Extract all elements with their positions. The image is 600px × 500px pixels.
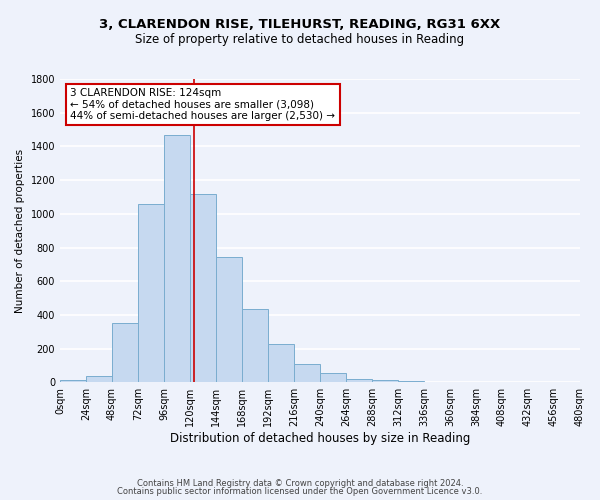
Bar — [112, 324, 137, 382]
Bar — [320, 373, 346, 382]
Bar — [346, 379, 371, 382]
Bar — [295, 364, 320, 382]
Bar — [217, 257, 242, 382]
X-axis label: Distribution of detached houses by size in Reading: Distribution of detached houses by size … — [170, 432, 470, 445]
Text: Contains public sector information licensed under the Open Government Licence v3: Contains public sector information licen… — [118, 487, 482, 496]
Bar — [242, 309, 268, 382]
Text: 3, CLARENDON RISE, TILEHURST, READING, RG31 6XX: 3, CLARENDON RISE, TILEHURST, READING, R… — [100, 18, 500, 30]
Bar — [164, 134, 190, 382]
Bar — [61, 380, 86, 382]
Bar — [373, 380, 398, 382]
Text: Size of property relative to detached houses in Reading: Size of property relative to detached ho… — [136, 32, 464, 46]
Bar — [86, 376, 112, 382]
Bar — [268, 344, 293, 383]
Bar — [190, 194, 215, 382]
Y-axis label: Number of detached properties: Number of detached properties — [15, 148, 25, 312]
Bar — [139, 204, 164, 382]
Text: 3 CLARENDON RISE: 124sqm
← 54% of detached houses are smaller (3,098)
44% of sem: 3 CLARENDON RISE: 124sqm ← 54% of detach… — [70, 88, 335, 122]
Text: Contains HM Land Registry data © Crown copyright and database right 2024.: Contains HM Land Registry data © Crown c… — [137, 478, 463, 488]
